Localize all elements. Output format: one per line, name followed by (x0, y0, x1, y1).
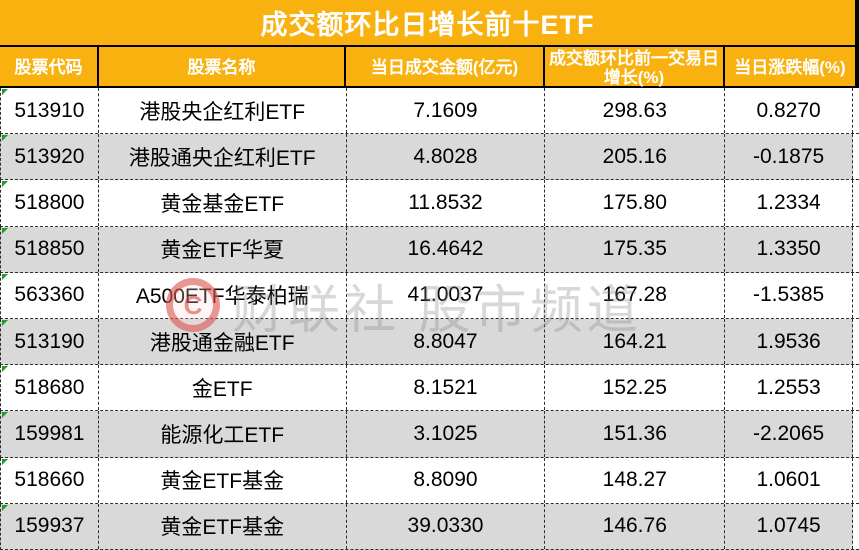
stock-code-cell: 513920 (1, 134, 99, 180)
stock-name-cell: 黄金ETF基金 (99, 457, 347, 503)
excel-error-indicator-icon (2, 504, 8, 511)
turnover-cell: 4.8028 (347, 134, 546, 180)
stock-name-cell: 黄金基金ETF (99, 180, 347, 226)
table-title: 成交额环比日增长前十ETF (260, 10, 595, 40)
table-body: 513910 港股央企红利ETF 7.1609 298.63 0.8270 51… (0, 88, 859, 550)
excel-error-indicator-icon (2, 412, 8, 419)
sheet-gutter (853, 226, 859, 272)
growth-cell: 152.25 (545, 365, 726, 411)
growth-cell: 175.35 (545, 226, 726, 272)
table-row: 518660 黄金ETF基金 8.8090 148.27 1.0601 (0, 457, 859, 504)
change-cell: -2.2065 (725, 411, 853, 457)
sheet-gutter (853, 411, 859, 457)
turnover-cell: 8.8047 (347, 318, 546, 365)
turnover-cell: 39.0330 (347, 503, 546, 549)
excel-error-indicator-icon (2, 135, 8, 142)
stock-code-cell: 159981 (1, 411, 99, 457)
growth-cell: 146.76 (545, 503, 726, 549)
growth-cell: 205.16 (545, 134, 726, 180)
stock-code-cell: 518850 (1, 226, 99, 272)
header-stock-name: 股票名称 (99, 47, 346, 88)
table-row: 513920 港股通央企红利ETF 4.8028 205.16 -0.1875 (0, 134, 859, 181)
turnover-cell: 41.0037 (347, 272, 546, 318)
stock-code-cell: 518800 (1, 180, 99, 226)
stock-code-cell: 518680 (1, 365, 99, 411)
excel-error-indicator-icon (2, 366, 8, 373)
excel-error-indicator-icon (2, 181, 8, 188)
change-cell: 1.0601 (725, 457, 853, 503)
stock-name-cell: 港股通央企红利ETF (99, 134, 347, 180)
table-row: 159981 能源化工ETF 3.1025 151.36 -2.2065 (0, 411, 859, 458)
stock-code-cell: 563360 (1, 272, 99, 318)
table-row: 563360 A500ETF华泰柏瑞 41.0037 167.28 -1.538… (0, 272, 859, 319)
stock-name-cell: 黄金ETF基金 (99, 503, 347, 549)
growth-cell: 151.36 (545, 411, 726, 457)
stock-name-cell: 港股通金融ETF (99, 318, 347, 365)
table-row: 513190 港股通金融ETF 8.8047 164.21 1.9536 (0, 318, 859, 366)
sheet-gutter (853, 503, 859, 549)
sheet-gutter (853, 365, 859, 411)
table-header-row: 股票代码 股票名称 当日成交金额(亿元) 成交额环比前一交易日增长(%) 当日涨… (0, 47, 859, 88)
sheet-gutter (853, 318, 859, 365)
stock-code-cell: 513190 (1, 318, 99, 365)
table-row: 159937 黄金ETF基金 39.0330 146.76 1.0745 (0, 503, 859, 550)
growth-cell: 298.63 (545, 88, 726, 134)
change-cell: 1.9536 (725, 318, 853, 365)
sheet-gutter (853, 134, 859, 180)
change-cell: 1.2334 (725, 180, 853, 226)
stock-name-cell: 金ETF (99, 365, 347, 411)
sheet-gutter (853, 272, 859, 318)
turnover-cell: 8.1521 (347, 365, 546, 411)
growth-cell: 164.21 (545, 318, 726, 365)
change-cell: -1.5385 (725, 272, 853, 318)
growth-cell: 175.80 (545, 180, 726, 226)
header-growth: 成交额环比前一交易日增长(%) (545, 47, 725, 88)
excel-error-indicator-icon (2, 273, 8, 280)
growth-cell: 148.27 (545, 457, 726, 503)
sheet-gutter (853, 88, 859, 134)
stock-name-cell: 港股央企红利ETF (99, 88, 347, 134)
table-title-bar: 成交额环比日增长前十ETF (0, 0, 859, 47)
table-row: 518850 黄金ETF华夏 16.4642 175.35 1.3350 (0, 226, 859, 273)
turnover-cell: 8.8090 (347, 457, 546, 503)
change-cell: 0.8270 (725, 88, 853, 134)
sheet-gutter (853, 457, 859, 503)
stock-name-cell: 能源化工ETF (99, 411, 347, 457)
stock-name-cell: A500ETF华泰柏瑞 (99, 272, 347, 318)
turnover-cell: 16.4642 (347, 226, 546, 272)
excel-error-indicator-icon (2, 227, 8, 234)
excel-error-indicator-icon (2, 89, 8, 95)
change-cell: -0.1875 (725, 134, 853, 180)
table-row: 518800 黄金基金ETF 11.8532 175.80 1.2334 (0, 180, 859, 227)
turnover-cell: 7.1609 (347, 88, 546, 134)
header-stock-code: 股票代码 (0, 47, 99, 88)
table-row: 513910 港股央企红利ETF 7.1609 298.63 0.8270 (0, 88, 859, 135)
stock-code-cell: 159937 (1, 503, 99, 549)
header-change: 当日涨跌幅(%) (725, 47, 859, 88)
table-row: 518680 金ETF 8.1521 152.25 1.2553 (0, 365, 859, 412)
turnover-cell: 3.1025 (347, 411, 546, 457)
change-cell: 1.2553 (725, 365, 853, 411)
excel-error-indicator-icon (2, 458, 8, 465)
excel-error-indicator-icon (2, 319, 8, 326)
turnover-cell: 11.8532 (347, 180, 546, 226)
stock-name-cell: 黄金ETF华夏 (99, 226, 347, 272)
header-turnover: 当日成交金额(亿元) (346, 47, 545, 88)
change-cell: 1.3350 (725, 226, 853, 272)
stock-code-cell: 518660 (1, 457, 99, 503)
growth-cell: 167.28 (545, 272, 726, 318)
stock-code-cell: 513910 (1, 88, 99, 134)
sheet-gutter (853, 180, 859, 226)
change-cell: 1.0745 (725, 503, 853, 549)
